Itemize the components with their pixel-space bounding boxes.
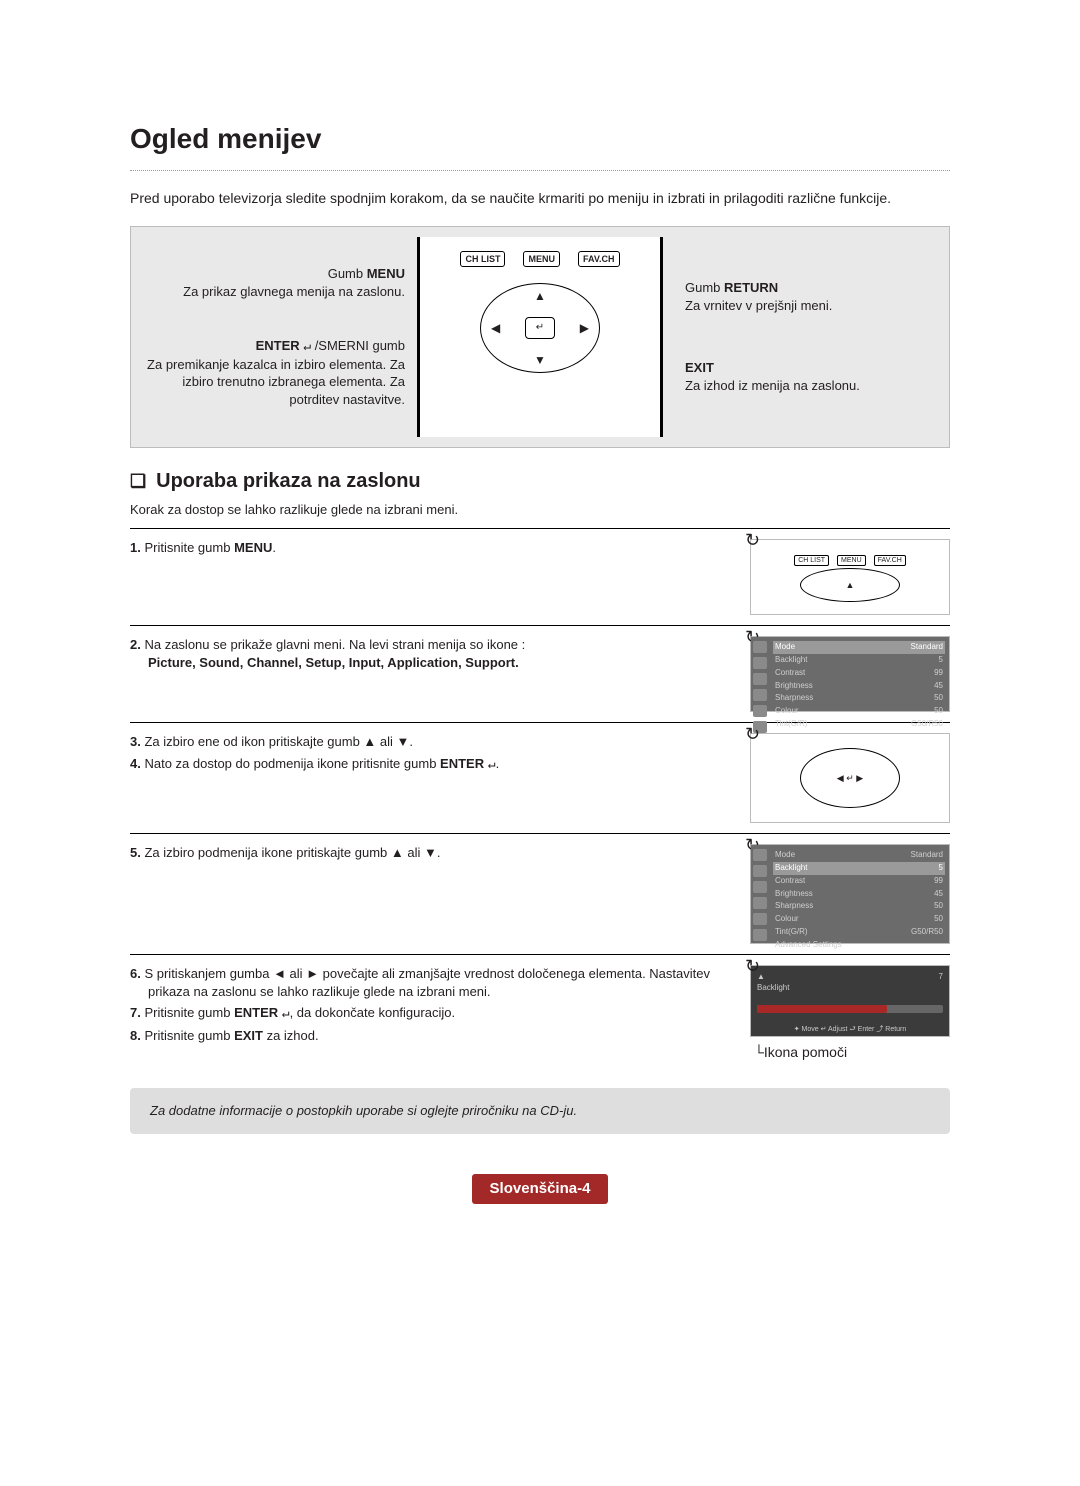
exit-button-label: EXIT Za izhod iz menija na zaslonu. xyxy=(685,359,935,394)
section-subdesc: Korak za dostop se lahko razlikuje glede… xyxy=(130,501,950,519)
intro-text: Pred uporabo televizorja sledite spodnji… xyxy=(130,189,950,208)
section-heading: Uporaba prikaza na zaslonu xyxy=(130,468,950,495)
step-1-row: 1. Pritisnite gumb MENU. ↻ CH LISTMENUFA… xyxy=(130,528,950,615)
arrow-down-icon: ▼ xyxy=(534,352,546,368)
step-4: 4. Nato za dostop do podmenija ikone pri… xyxy=(130,755,736,774)
help-icon: ↻ xyxy=(745,528,760,552)
step-6: 6. S pritiskanjem gumba ◄ ali ► povečajt… xyxy=(130,965,736,1000)
rule-divider xyxy=(130,170,950,171)
footer-note: Za dodatne informacije o postopkih upora… xyxy=(130,1088,950,1134)
page-number-badge: Slovenščina-4 xyxy=(472,1174,609,1204)
chlist-button: CH LIST xyxy=(460,251,505,267)
return-button-label: Gumb RETURN Za vrnitev v prejšnji meni. xyxy=(685,279,935,314)
step-2: 2. Na zaslonu se prikaže glavni meni. Na… xyxy=(130,636,736,671)
menu-button: MENU xyxy=(523,251,560,267)
thumb-remote-1: ↻ CH LISTMENUFAV.CH ▲ xyxy=(750,539,950,615)
help-caption: Ikona pomoči xyxy=(750,1043,950,1062)
step-5: 5. Za izbiro podmenija ikone pritiskajte… xyxy=(130,844,736,862)
favch-button: FAV.CH xyxy=(578,251,620,267)
step-7: 7. Pritisnite gumb ENTER ↵, da dokončate… xyxy=(130,1004,736,1023)
step-1: 1. Pritisnite gumb MENU. xyxy=(130,539,736,557)
enter-button-label: ENTER ↵ /SMERNI gumb Za premikanje kazal… xyxy=(145,337,405,408)
arrow-up-icon: ▲ xyxy=(534,288,546,304)
arrow-right-icon: ▶ xyxy=(580,320,589,336)
remote-illustration: CH LIST MENU FAV.CH ▲ ▼ ◀ ▶ ↵ xyxy=(417,237,663,437)
help-icon: ↻ xyxy=(745,722,760,746)
thumb-remote-2: ↻ ◀ ↵ ▶ xyxy=(750,733,950,823)
enter-icon: ↵ xyxy=(525,317,555,339)
step-3: 3. Za izbiro ene od ikon pritiskajte gum… xyxy=(130,733,736,751)
step-5-row: 5. Za izbiro podmenija ikone pritiskajte… xyxy=(130,833,950,944)
dpad: ▲ ▼ ◀ ▶ ↵ xyxy=(480,283,600,373)
thumb-slider: ↻ ▲Backlight 7 ✦ Move ↵ Adjust ⮐ Enter ⤴… xyxy=(750,965,950,1037)
help-icon: ↻ xyxy=(745,954,760,978)
menu-button-label: Gumb MENU Za prikaz glavnega menija na z… xyxy=(145,265,405,300)
remote-overview-box: Gumb MENU Za prikaz glavnega menija na z… xyxy=(130,226,950,448)
step-2-row: 2. Na zaslonu se prikaže glavni meni. Na… xyxy=(130,625,950,712)
page-footer: Slovenščina-4 xyxy=(130,1174,950,1204)
arrow-left-icon: ◀ xyxy=(491,320,500,336)
step-8: 8. Pritisnite gumb EXIT za izhod. xyxy=(130,1027,736,1045)
thumb-osd-2: ↻ ModeStandardBacklight5Contrast99Bright… xyxy=(750,844,950,944)
step-6-8-row: 6. S pritiskanjem gumba ◄ ali ► povečajt… xyxy=(130,954,950,1062)
step-3-4-row: 3. Za izbiro ene od ikon pritiskajte gum… xyxy=(130,722,950,823)
thumb-osd-1: ↻ ModeStandardBacklight5Contrast99Bright… xyxy=(750,636,950,712)
page-title: Ogled menijev xyxy=(130,120,950,158)
